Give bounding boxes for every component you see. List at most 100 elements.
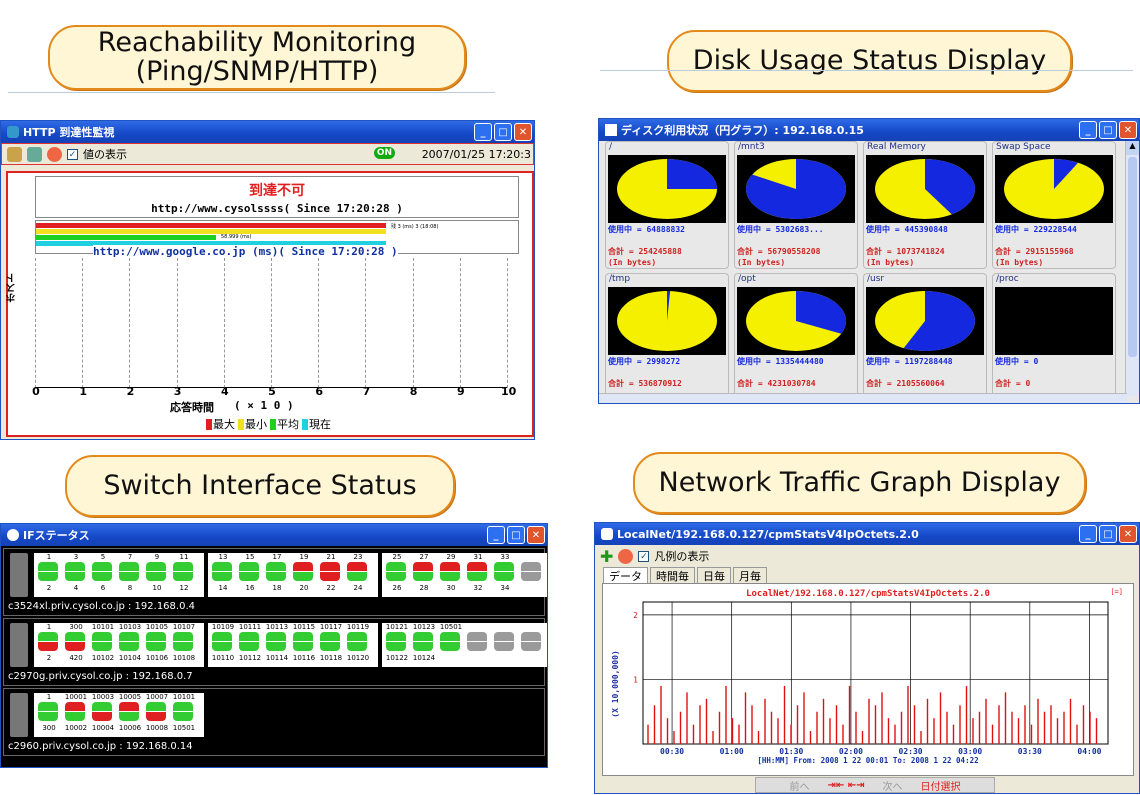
maximize-button[interactable]: □ — [507, 526, 525, 544]
traffic-tab[interactable]: 日毎 — [697, 567, 731, 584]
close-button[interactable]: ✕ — [1119, 121, 1137, 139]
minimize-button[interactable]: _ — [1079, 525, 1097, 543]
port-status-top[interactable] — [38, 702, 58, 711]
device-handle[interactable] — [10, 553, 28, 597]
port-status-bottom[interactable] — [65, 712, 85, 721]
port-status-top[interactable] — [413, 632, 433, 641]
traffic-tab[interactable]: 時間毎 — [650, 567, 695, 584]
close-button[interactable]: ✕ — [514, 123, 532, 141]
port-status-bottom[interactable] — [239, 642, 259, 651]
port-status-bottom[interactable] — [386, 572, 406, 581]
monitor-icon[interactable] — [47, 146, 62, 162]
port-status-bottom[interactable] — [347, 642, 367, 651]
monitor-icon[interactable] — [618, 548, 634, 564]
add-icon[interactable]: ✚ — [600, 546, 614, 566]
port-status-top[interactable] — [146, 702, 166, 711]
port-status-bottom[interactable] — [92, 642, 112, 651]
port-status-top[interactable] — [266, 562, 286, 571]
if-title-bar[interactable]: IFステータス _ □ ✕ — [1, 524, 547, 546]
port-status-bottom[interactable] — [38, 572, 58, 581]
port-status-bottom[interactable] — [92, 712, 112, 721]
port-status-top[interactable] — [440, 562, 460, 571]
port-status-top[interactable] — [521, 632, 541, 641]
port-status-bottom[interactable] — [521, 642, 541, 651]
port-status-top[interactable] — [212, 562, 232, 571]
port-status-top[interactable] — [494, 632, 514, 641]
port-status-top[interactable] — [386, 632, 406, 641]
port-status-top[interactable] — [440, 632, 460, 641]
port-status-bottom[interactable] — [239, 572, 259, 581]
traffic-tab[interactable]: データ — [603, 567, 648, 584]
port-status-bottom[interactable] — [293, 642, 313, 651]
maximize-button[interactable]: □ — [494, 123, 512, 141]
disk-title-bar[interactable]: ディスク利用状況（円グラフ）: 192.168.0.15 _ □ ✕ — [599, 119, 1139, 141]
device-handle[interactable] — [10, 693, 28, 737]
maximize-button[interactable]: □ — [1099, 525, 1117, 543]
port-status-top[interactable] — [65, 562, 85, 571]
port-status-top[interactable] — [212, 632, 232, 641]
port-status-top[interactable] — [65, 702, 85, 711]
port-status-top[interactable] — [467, 632, 487, 641]
port-status-top[interactable] — [173, 632, 193, 641]
minimize-button[interactable]: _ — [474, 123, 492, 141]
port-status-top[interactable] — [119, 562, 139, 571]
port-status-top[interactable] — [386, 562, 406, 571]
next-button[interactable]: 次へ — [882, 781, 903, 793]
port-status-bottom[interactable] — [173, 712, 193, 721]
port-status-bottom[interactable] — [467, 572, 487, 581]
port-status-top[interactable] — [293, 632, 313, 641]
port-status-bottom[interactable] — [386, 642, 406, 651]
prev-arrows-icon[interactable]: ⇥⇤ ⇤⇥ — [827, 779, 865, 791]
port-status-bottom[interactable] — [119, 572, 139, 581]
port-status-bottom[interactable] — [413, 642, 433, 651]
show-values-checkbox[interactable]: ✓ — [67, 148, 78, 160]
port-status-top[interactable] — [347, 632, 367, 641]
port-status-bottom[interactable] — [440, 642, 460, 651]
port-status-bottom[interactable] — [146, 712, 166, 721]
scroll-up-icon[interactable]: ▲ — [1126, 141, 1139, 155]
port-status-bottom[interactable] — [521, 572, 541, 581]
port-status-bottom[interactable] — [38, 712, 58, 721]
port-status-top[interactable] — [467, 562, 487, 571]
scroll-thumb[interactable] — [1128, 157, 1137, 357]
date-select-button[interactable]: 日付選択 — [920, 781, 961, 793]
port-status-top[interactable] — [92, 562, 112, 571]
port-status-bottom[interactable] — [320, 642, 340, 651]
port-status-bottom[interactable] — [146, 642, 166, 651]
port-status-bottom[interactable] — [440, 572, 460, 581]
traffic-tab[interactable]: 月毎 — [733, 567, 767, 584]
close-button[interactable]: ✕ — [1119, 525, 1137, 543]
port-status-bottom[interactable] — [65, 572, 85, 581]
port-status-top[interactable] — [239, 632, 259, 641]
port-status-top[interactable] — [293, 562, 313, 571]
port-status-bottom[interactable] — [212, 642, 232, 651]
port-status-bottom[interactable] — [92, 572, 112, 581]
port-status-top[interactable] — [146, 562, 166, 571]
port-status-top[interactable] — [347, 562, 367, 571]
port-status-bottom[interactable] — [146, 572, 166, 581]
port-status-bottom[interactable] — [173, 642, 193, 651]
maximize-button[interactable]: □ — [1099, 121, 1117, 139]
close-button[interactable]: ✕ — [527, 526, 545, 544]
port-status-top[interactable] — [92, 632, 112, 641]
port-status-bottom[interactable] — [467, 642, 487, 651]
port-status-top[interactable] — [65, 632, 85, 641]
prev-button[interactable]: 前へ — [789, 781, 810, 793]
port-status-top[interactable] — [38, 632, 58, 641]
disk-hscrollbar[interactable] — [599, 393, 1127, 403]
port-status-bottom[interactable] — [38, 642, 58, 651]
port-status-top[interactable] — [146, 632, 166, 641]
port-status-bottom[interactable] — [494, 642, 514, 651]
port-status-bottom[interactable] — [119, 642, 139, 651]
port-status-bottom[interactable] — [413, 572, 433, 581]
port-status-top[interactable] — [320, 562, 340, 571]
port-status-top[interactable] — [521, 562, 541, 571]
port-status-bottom[interactable] — [173, 572, 193, 581]
settings-icon[interactable] — [7, 146, 22, 162]
port-status-bottom[interactable] — [266, 642, 286, 651]
port-status-top[interactable] — [173, 562, 193, 571]
port-status-top[interactable] — [413, 562, 433, 571]
list-icon[interactable] — [27, 146, 42, 162]
disk-scrollbar[interactable]: ▲ — [1125, 141, 1139, 396]
device-handle[interactable] — [10, 623, 28, 667]
